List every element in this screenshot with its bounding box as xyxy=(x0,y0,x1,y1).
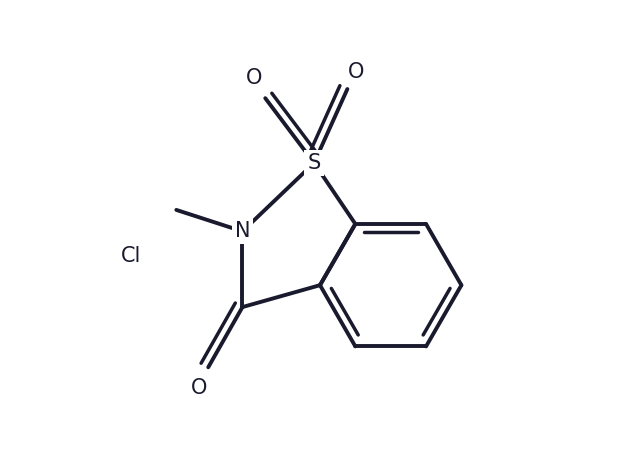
Text: O: O xyxy=(191,378,207,398)
Text: Cl: Cl xyxy=(120,245,141,266)
Text: O: O xyxy=(348,62,365,82)
Text: N: N xyxy=(235,221,250,242)
Text: S: S xyxy=(307,153,321,173)
Text: O: O xyxy=(246,68,262,87)
